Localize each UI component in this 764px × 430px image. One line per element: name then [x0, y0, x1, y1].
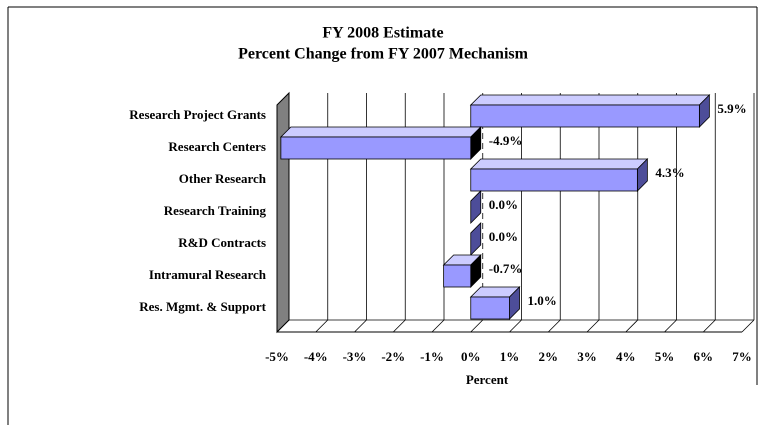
floor-line	[276, 319, 290, 333]
floor-line	[586, 319, 600, 333]
bar-end	[470, 222, 482, 256]
bar	[470, 104, 700, 128]
x-tick-label: 4%	[616, 349, 636, 364]
x-tick-label: -3%	[343, 349, 367, 364]
floor-line	[470, 319, 484, 333]
x-tick-label: 5%	[655, 349, 675, 364]
x-tick-label: 7%	[732, 349, 752, 364]
category-label: R&D Contracts	[178, 235, 266, 250]
floor-line	[354, 319, 367, 333]
bar-top	[469, 158, 649, 170]
bar	[470, 296, 510, 320]
bar	[280, 136, 472, 160]
x-tick-label: -1%	[420, 349, 444, 364]
value-label: 0.0%	[489, 197, 518, 212]
floor-line	[392, 319, 406, 333]
bar-top	[469, 94, 711, 106]
floor-line	[509, 319, 522, 333]
chart-title: FY 2008 Estimate	[322, 25, 443, 42]
x-tick-label: 6%	[694, 349, 714, 364]
floor-line	[664, 319, 677, 333]
value-label: 0.0%	[489, 229, 518, 244]
value-label: -4.9%	[489, 133, 523, 148]
bar-top	[279, 126, 482, 138]
bar-end	[470, 190, 482, 224]
value-label: 5.9%	[717, 101, 746, 116]
value-label: 4.3%	[655, 165, 684, 180]
category-label: Intramural Research	[149, 267, 267, 282]
x-axis-label: Percent	[466, 372, 509, 387]
bar	[443, 264, 472, 288]
floor-line	[547, 319, 561, 333]
category-label: Research Project Grants	[129, 107, 266, 122]
x-tick-label: -2%	[381, 349, 405, 364]
x-tick-label: 0%	[461, 349, 481, 364]
floor-line	[625, 319, 639, 333]
x-tick-label: 1%	[500, 349, 520, 364]
left-wall	[276, 91, 290, 334]
x-tick-label: -5%	[265, 349, 289, 364]
floor-line	[315, 319, 329, 333]
floor-line	[431, 319, 445, 333]
chart-title: Percent Change from FY 2007 Mechanism	[238, 46, 529, 63]
floor-line	[702, 319, 716, 333]
x-tick-label: 2%	[539, 349, 559, 364]
category-label: Research Centers	[168, 139, 266, 154]
x-tick-label: -4%	[304, 349, 328, 364]
category-label: Res. Mgmt. & Support	[139, 299, 266, 314]
x-tick-label: 3%	[577, 349, 597, 364]
floor-line	[741, 319, 755, 333]
value-label: 1.0%	[528, 293, 557, 308]
category-label: Research Training	[164, 203, 267, 218]
bar	[470, 168, 638, 192]
category-label: Other Research	[179, 171, 267, 186]
value-label: -0.7%	[489, 261, 523, 276]
